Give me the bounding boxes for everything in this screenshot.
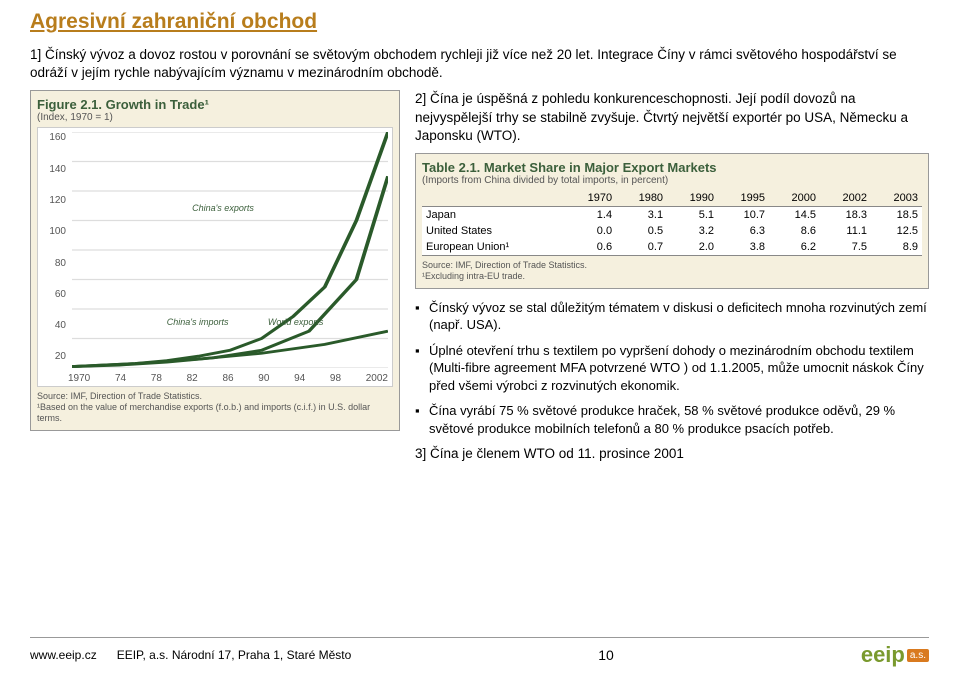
right-column: 2] Čína je úspěšná z pohledu konkurences… <box>415 90 929 460</box>
table-cell: 12.5 <box>871 223 922 239</box>
series-label-imports: China's imports <box>167 317 229 327</box>
bullet-item: Čínský vývoz se stal důležitým tématem v… <box>415 299 929 334</box>
data-table: 1970198019901995200020022003 Japan1.43.1… <box>422 190 922 256</box>
table-cell: 18.3 <box>820 207 871 224</box>
footer-address: EEIP, a.s. Národní 17, Praha 1, Staré Mě… <box>117 648 352 662</box>
table-cell: 0.0 <box>565 223 616 239</box>
y-tick: 20 <box>42 351 66 362</box>
series-label-exports: China's exports <box>192 203 254 213</box>
y-tick: 160 <box>42 132 66 143</box>
table-source: Source: IMF, Direction of Trade Statisti… <box>422 260 922 282</box>
paragraph-2: 2] Čína je úspěšná z pohledu konkurences… <box>415 90 929 145</box>
table-cell: 7.5 <box>820 239 871 256</box>
table-cell: 3.2 <box>667 223 718 239</box>
table-header-cell: 1990 <box>667 190 718 207</box>
table-cell: 11.1 <box>820 223 871 239</box>
logo-text: eeip <box>861 642 905 668</box>
table-header-cell: 1980 <box>616 190 667 207</box>
table-subtitle: (Imports from China divided by total imp… <box>422 175 922 186</box>
x-tick: 2002 <box>366 373 388 384</box>
table-cell: 1.4 <box>565 207 616 224</box>
x-tick: 74 <box>115 373 126 384</box>
slide-title: Agresivní zahraniční obchod <box>30 10 929 34</box>
page-number: 10 <box>598 647 614 663</box>
table-cell: 0.5 <box>616 223 667 239</box>
logo-suffix: a.s. <box>907 649 929 662</box>
table-cell: 2.0 <box>667 239 718 256</box>
footer: www.eeip.cz EEIP, a.s. Národní 17, Praha… <box>30 637 929 668</box>
x-axis: 1970 74 78 82 86 90 94 98 2002 <box>68 373 388 384</box>
bullet-item: Čína vyrábí 75 % světové produkce hraček… <box>415 402 929 437</box>
bullet-item: 3] Čína je členem WTO od 11. prosince 20… <box>415 446 929 461</box>
table-header-cell: 2002 <box>820 190 871 207</box>
table-row: European Union¹0.60.72.03.86.27.58.9 <box>422 239 922 256</box>
table-cell: 5.1 <box>667 207 718 224</box>
table-cell: 3.8 <box>718 239 769 256</box>
table-cell: 10.7 <box>718 207 769 224</box>
figure-source: Source: IMF, Direction of Trade Statisti… <box>37 391 393 423</box>
x-tick: 98 <box>330 373 341 384</box>
y-tick: 120 <box>42 195 66 206</box>
y-tick: 40 <box>42 320 66 331</box>
y-tick: 80 <box>42 258 66 269</box>
table-cell: European Union¹ <box>422 239 565 256</box>
x-tick: 90 <box>258 373 269 384</box>
table-cell: 0.6 <box>565 239 616 256</box>
x-tick: 78 <box>151 373 162 384</box>
x-tick: 86 <box>222 373 233 384</box>
y-axis: 160 140 120 100 80 60 40 20 <box>40 128 68 366</box>
y-tick: 60 <box>42 289 66 300</box>
chart-svg <box>72 132 388 368</box>
table-cell: 0.7 <box>616 239 667 256</box>
table-header-cell <box>422 190 565 207</box>
table-cell: 3.1 <box>616 207 667 224</box>
y-tick: 100 <box>42 226 66 237</box>
footer-left: www.eeip.cz EEIP, a.s. Národní 17, Praha… <box>30 648 351 662</box>
x-tick: 82 <box>187 373 198 384</box>
table-row: United States0.00.53.26.38.611.112.5 <box>422 223 922 239</box>
table-row: Japan1.43.15.110.714.518.318.5 <box>422 207 922 224</box>
table-cell: United States <box>422 223 565 239</box>
figure-block: Figure 2.1. Growth in Trade¹ (Index, 197… <box>30 90 400 430</box>
table-cell: 14.5 <box>769 207 820 224</box>
bullet-item: Úplné otevření trhu s textilem po vyprše… <box>415 342 929 395</box>
plot-area: China's exports China's imports World ex… <box>72 132 388 368</box>
y-tick: 140 <box>42 164 66 175</box>
logo: eeip a.s. <box>861 642 929 668</box>
figure-title: Figure 2.1. Growth in Trade¹ <box>37 97 393 112</box>
series-label-world: World exports <box>268 317 324 327</box>
x-tick: 1970 <box>68 373 90 384</box>
table-header-cell: 1970 <box>565 190 616 207</box>
table-cell: 8.6 <box>769 223 820 239</box>
table-cell: 6.3 <box>718 223 769 239</box>
intro-paragraph: 1] Čínský vývoz a dovoz rostou v porovná… <box>30 46 929 82</box>
bullet-list: Čínský vývoz se stal důležitým tématem v… <box>415 299 929 461</box>
x-tick: 94 <box>294 373 305 384</box>
chart-area: 160 140 120 100 80 60 40 20 China's exports Chi… <box>37 127 393 387</box>
table-header-cell: 2000 <box>769 190 820 207</box>
table-cell: 18.5 <box>871 207 922 224</box>
footer-url: www.eeip.cz <box>30 648 97 662</box>
table-title: Table 2.1. Market Share in Major Export … <box>422 160 922 175</box>
table-cell: 6.2 <box>769 239 820 256</box>
table-cell: Japan <box>422 207 565 224</box>
table-header-cell: 2003 <box>871 190 922 207</box>
figure-subtitle: (Index, 1970 = 1) <box>37 112 393 123</box>
table-header-cell: 1995 <box>718 190 769 207</box>
table-block: Table 2.1. Market Share in Major Export … <box>415 153 929 289</box>
content-columns: Figure 2.1. Growth in Trade¹ (Index, 197… <box>30 90 929 460</box>
left-column: Figure 2.1. Growth in Trade¹ (Index, 197… <box>30 90 400 460</box>
table-cell: 8.9 <box>871 239 922 256</box>
